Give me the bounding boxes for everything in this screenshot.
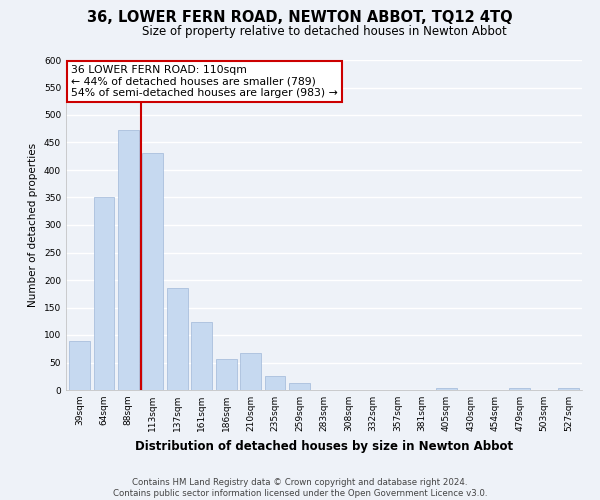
X-axis label: Distribution of detached houses by size in Newton Abbot: Distribution of detached houses by size … <box>135 440 513 452</box>
Y-axis label: Number of detached properties: Number of detached properties <box>28 143 38 307</box>
Text: Contains HM Land Registry data © Crown copyright and database right 2024.
Contai: Contains HM Land Registry data © Crown c… <box>113 478 487 498</box>
Bar <box>118 130 139 390</box>
Bar <box>265 376 286 390</box>
Bar <box>191 322 212 390</box>
Bar <box>142 154 163 390</box>
Title: Size of property relative to detached houses in Newton Abbot: Size of property relative to detached ho… <box>142 25 506 38</box>
Bar <box>436 388 457 390</box>
Text: 36, LOWER FERN ROAD, NEWTON ABBOT, TQ12 4TQ: 36, LOWER FERN ROAD, NEWTON ABBOT, TQ12 … <box>87 10 513 25</box>
Bar <box>167 288 188 390</box>
Bar <box>558 388 579 390</box>
Text: 36 LOWER FERN ROAD: 110sqm
← 44% of detached houses are smaller (789)
54% of sem: 36 LOWER FERN ROAD: 110sqm ← 44% of deta… <box>71 65 338 98</box>
Bar <box>289 384 310 390</box>
Bar <box>240 352 261 390</box>
Bar <box>94 198 114 390</box>
Bar <box>216 358 236 390</box>
Bar <box>509 388 530 390</box>
Bar <box>69 340 90 390</box>
